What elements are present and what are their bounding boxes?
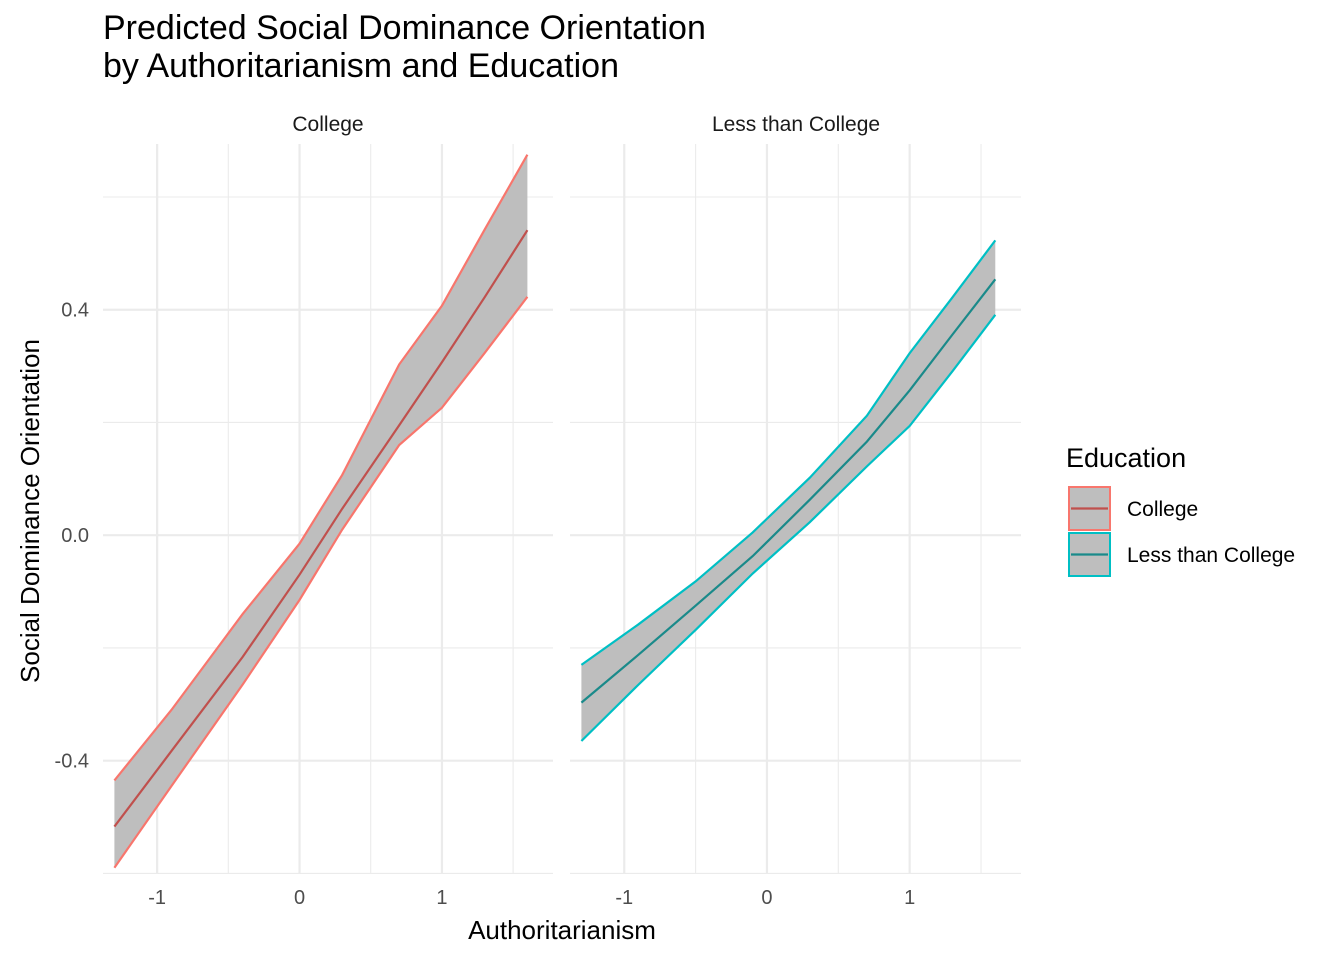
legend: Education College Less than College	[1066, 443, 1295, 577]
y-tick-label: 0.0	[61, 525, 89, 547]
x-axis-title: Authoritarianism	[468, 915, 656, 945]
x-tick-label: 0	[294, 887, 305, 909]
y-axis-title: Social Dominance Orientation	[15, 339, 45, 683]
facet-strip-label-less-than-college: Less than College	[712, 113, 880, 136]
chart-title-line-2: by Authoritarianism and Education	[103, 47, 619, 85]
x-tick-label: 1	[904, 887, 915, 909]
y-tick-label: -0.4	[55, 751, 89, 773]
y-axis-tick-labels: -0.4 0.0 0.4	[55, 300, 89, 773]
legend-label-less-than-college: Less than College	[1127, 544, 1295, 567]
facet-panel-less-than-college	[570, 144, 1021, 874]
fitted-line	[113, 229, 529, 828]
fitted-line	[580, 278, 997, 704]
x-tick-label: 1	[436, 887, 447, 909]
facet-panel-college	[103, 144, 553, 874]
x-tick-label: 0	[761, 887, 772, 909]
ribbon-lower-edge	[113, 296, 529, 869]
y-tick-label: 0.4	[61, 300, 89, 322]
legend-title: Education	[1066, 443, 1186, 473]
confidence-ribbon	[581, 240, 996, 741]
ribbon-upper-edge	[113, 154, 529, 782]
ribbon-lower-edge	[580, 314, 997, 742]
legend-label-college: College	[1127, 498, 1198, 521]
x-axis-tick-labels: -1 0 1 -1 0 1	[148, 887, 915, 909]
chart-title-line-1: Predicted Social Dominance Orientation	[103, 9, 706, 47]
facet-strip-label-college: College	[292, 113, 363, 136]
x-tick-label: -1	[615, 887, 633, 909]
x-tick-label: -1	[148, 887, 166, 909]
ribbon-upper-edge	[580, 239, 997, 666]
